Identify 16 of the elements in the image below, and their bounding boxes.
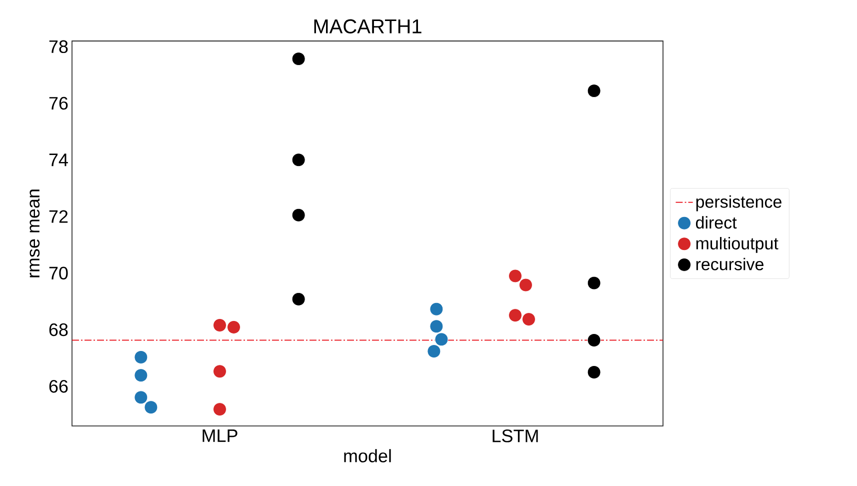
y-tick-label: 76 — [49, 96, 68, 110]
y-tick-label: 72 — [49, 210, 68, 223]
y-axis-title: rmse mean — [30, 190, 40, 278]
x-axis-title: model — [344, 449, 391, 462]
y-tick-label: 70 — [49, 266, 68, 280]
y-tick-label: 68 — [49, 323, 68, 336]
x-tick-label: LSTM — [492, 430, 538, 442]
chart-title: MACARTH1 — [314, 19, 422, 34]
legend-label: recursive — [696, 258, 764, 270]
legend-label: persistence — [696, 195, 782, 212]
x-tick-label: MLP — [202, 430, 238, 442]
y-tick-label: 66 — [49, 380, 68, 393]
y-tick-label: 78 — [49, 40, 68, 54]
legend-label: multioutput — [696, 236, 778, 253]
y-tick-label: 74 — [49, 154, 68, 166]
legend-label: direct — [696, 216, 737, 229]
